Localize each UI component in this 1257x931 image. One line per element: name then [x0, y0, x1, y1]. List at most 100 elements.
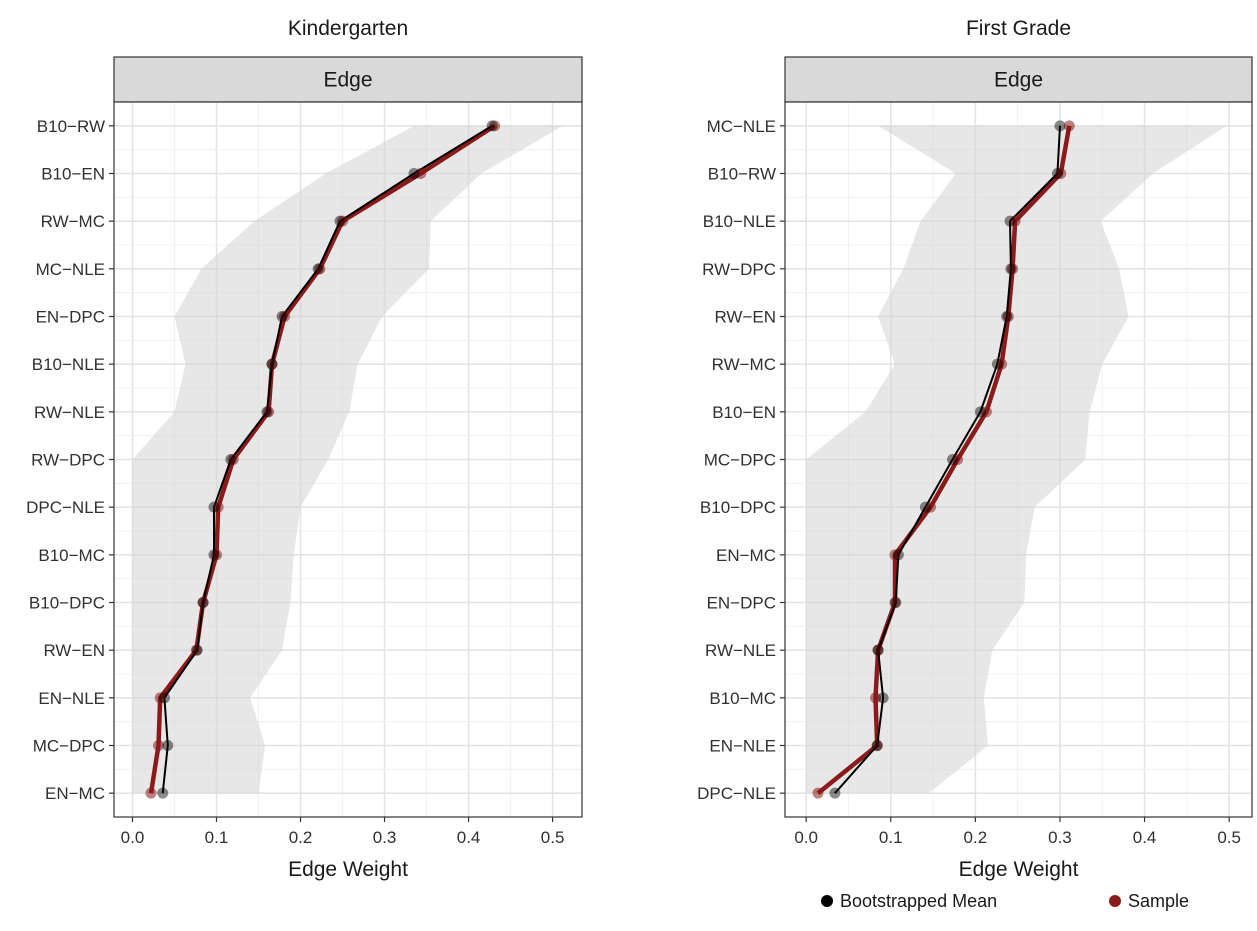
mean-point [312, 263, 324, 275]
mean-point [197, 597, 209, 608]
sample-point [337, 215, 349, 227]
legend-label: Bootstrapped Mean [840, 891, 997, 911]
mean-point [261, 406, 273, 418]
y-tick-label: DPC−NLE [697, 784, 776, 803]
mean-point [276, 311, 288, 322]
mean-point [872, 644, 884, 656]
y-tick-label: B10−EN [41, 165, 105, 184]
mean-point [266, 358, 278, 370]
x-tick-label: 0.1 [879, 828, 903, 847]
confidence-band [132, 125, 563, 794]
y-tick-label: RW−EN [43, 641, 105, 660]
y-tick-label: EN−DPC [36, 308, 105, 327]
y-tick-label: B10−EN [712, 403, 776, 422]
y-tick-label: B10−NLE [703, 212, 776, 231]
mean-point [829, 787, 841, 799]
legend-marker [1109, 895, 1121, 907]
mean-point [877, 692, 889, 704]
sample-point [153, 740, 165, 751]
x-tick-label: 0.4 [1133, 828, 1157, 847]
mean-point [191, 644, 203, 656]
sample-point [314, 263, 326, 275]
strip-background [113, 56, 583, 103]
x-tick-label: 0.0 [794, 828, 818, 847]
y-tick-label: B10−RW [37, 117, 105, 136]
y-tick-label: EN−MC [45, 784, 105, 803]
sample-point [197, 597, 209, 608]
mean-point [1004, 215, 1016, 227]
y-tick-label: DPC−NLE [26, 498, 105, 517]
strip-background [784, 56, 1253, 103]
sample-point [889, 549, 901, 561]
mean-point [162, 740, 174, 751]
y-tick-label: RW−MC [712, 355, 776, 374]
sample-point [211, 549, 223, 561]
strip-label: Edge [994, 69, 1043, 92]
sample-point [1063, 120, 1075, 132]
sample-point [145, 787, 157, 799]
sample-point [996, 358, 1008, 370]
y-tick-label: B10−RW [708, 165, 776, 184]
y-tick-label: EN−DPC [707, 594, 776, 613]
sample-point [227, 454, 239, 465]
sample-point [212, 501, 224, 513]
y-tick-label: MC−NLE [707, 117, 776, 136]
mean-point [158, 692, 170, 704]
mean-point [486, 120, 498, 132]
legend-marker [821, 895, 833, 907]
y-tick-label: RW−NLE [705, 641, 776, 660]
sample-point [154, 692, 166, 704]
y-tick-label: RW−DPC [31, 451, 105, 470]
x-tick-label: 0.1 [205, 828, 229, 847]
sample-point [190, 644, 202, 656]
mean-point [225, 454, 237, 465]
y-tick-label: B10−DPC [29, 594, 105, 613]
mean-point [208, 549, 220, 561]
y-tick-label: RW−NLE [34, 403, 105, 422]
y-tick-label: B10−DPC [700, 498, 776, 517]
chart-title: First Grade [966, 17, 1071, 40]
y-tick-label: RW−DPC [702, 260, 776, 279]
mean-point [991, 358, 1003, 370]
x-tick-label: 0.5 [541, 828, 565, 847]
sample-point [870, 692, 882, 704]
confidence-band [806, 125, 1227, 794]
sample-point [279, 311, 291, 322]
sample-point [812, 787, 824, 799]
mean-point [974, 406, 986, 418]
x-tick-label: 0.2 [289, 828, 313, 847]
chart-title: Kindergarten [288, 17, 408, 40]
x-tick-label: 0.3 [373, 828, 397, 847]
mean-point [919, 501, 931, 513]
x-tick-label: 0.4 [457, 828, 481, 847]
y-tick-label: MC−DPC [33, 737, 105, 756]
sample-point [889, 597, 901, 608]
x-tick-label: 0.3 [1048, 828, 1072, 847]
mean-point [890, 597, 902, 608]
first-grade-panel: First Grade Edge MC−NLE B10−RW B10−NLE RW−DPC… [697, 17, 1253, 881]
sample-point [872, 644, 884, 656]
sample-point [1009, 215, 1021, 227]
sample-point [415, 168, 427, 179]
mean-point [947, 454, 959, 465]
sample-point [952, 454, 964, 465]
sample-point [871, 740, 883, 751]
x-axis-title: Edge Weight [959, 858, 1079, 881]
x-axis-title: Edge Weight [288, 858, 408, 881]
mean-point [1054, 120, 1066, 132]
x-tick-label: 0.2 [964, 828, 988, 847]
legend-label: Sample [1128, 891, 1189, 911]
sample-point [925, 501, 937, 513]
y-tick-label: MC−NLE [36, 260, 105, 279]
sample-point [266, 358, 278, 370]
mean-point [1051, 168, 1063, 179]
sample-point [980, 406, 992, 418]
y-tick-label: EN−MC [716, 546, 776, 565]
y-tick-label: EN−NLE [709, 737, 776, 756]
strip-label: Edge [323, 69, 372, 92]
sample-point [1055, 168, 1067, 179]
mean-point [1001, 311, 1013, 322]
sample-point [1007, 263, 1019, 275]
mean-point [408, 168, 420, 179]
